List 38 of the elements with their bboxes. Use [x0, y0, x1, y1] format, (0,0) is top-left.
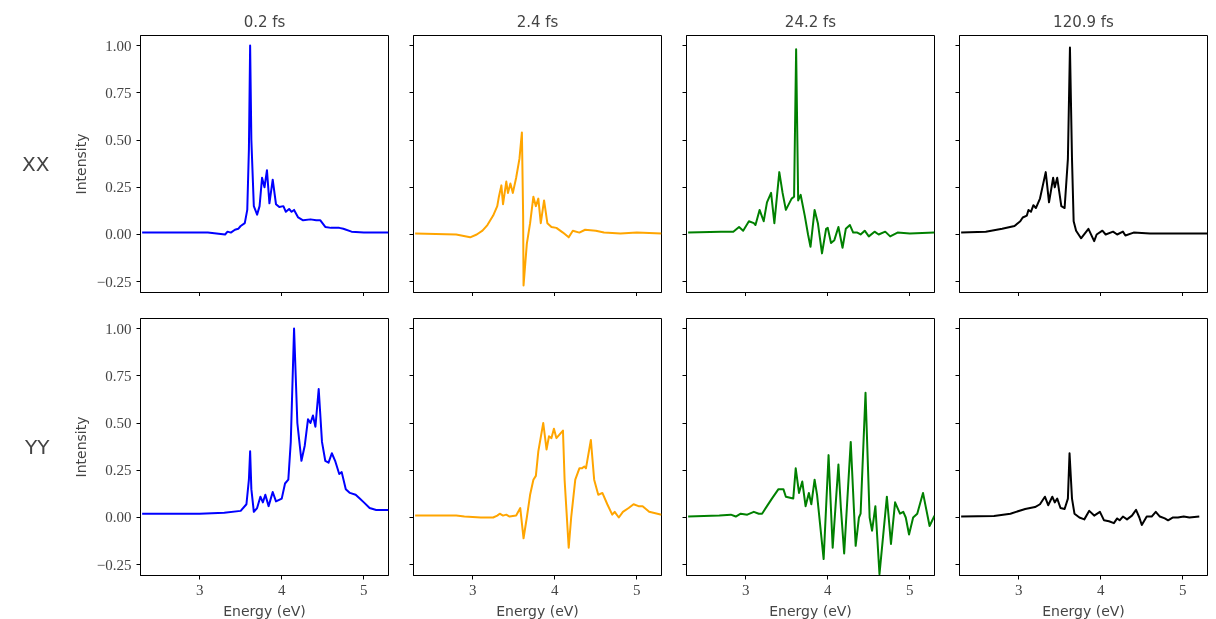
y-tick-label: 0.50	[105, 415, 132, 431]
x-axis-title: Energy (eV)	[496, 602, 579, 619]
x-tick-label: 3	[468, 581, 477, 598]
y-tick-label: 1.00	[105, 37, 132, 54]
chart-title: 24.2 fs	[784, 12, 837, 31]
text: YY	[24, 435, 51, 459]
y-tick-label: 0.75	[105, 367, 132, 384]
x-tick-label: 4	[278, 581, 286, 598]
y-tick-label: −0.25	[96, 556, 132, 573]
x-tick-label: 5	[1179, 581, 1187, 598]
x-tick-label: 5	[633, 581, 641, 598]
y-tick-label: 0.00	[105, 226, 132, 243]
x-tick-label: 4	[550, 581, 559, 598]
x-tick-label: 4	[1096, 581, 1105, 598]
x-axis-title: Energy (eV)	[769, 602, 852, 619]
line-series	[141, 327, 389, 515]
x-tick-label: 5	[906, 581, 914, 598]
x-tick-label: 3	[741, 581, 750, 598]
text: XX	[22, 152, 50, 176]
chart-title: 120.9 fs	[1053, 12, 1115, 31]
x-axis-title: Energy (eV)	[1042, 602, 1125, 619]
x-tick-label: 3	[195, 581, 204, 598]
y-tick-label: 0.25	[105, 462, 132, 479]
y-tick-label: 0.25	[105, 179, 132, 196]
x-axis-title: Energy (eV)	[223, 602, 306, 619]
y-tick-label: 0.75	[105, 84, 132, 101]
chart-title: 2.4 fs	[516, 12, 559, 31]
y-axis-title: Intensity	[72, 133, 89, 195]
y-tick-label: 0.50	[105, 132, 132, 148]
x-tick-label: 5	[360, 581, 368, 598]
chart-title: 0.2 fs	[243, 12, 286, 31]
line-series	[141, 44, 389, 236]
y-tick-label: 0.00	[105, 509, 132, 526]
y-tick-label: −0.25	[96, 273, 132, 290]
y-axis-title: Intensity	[72, 416, 89, 478]
x-tick-label: 4	[823, 581, 832, 598]
x-tick-label: 3	[1014, 581, 1023, 598]
y-tick-label: 1.00	[105, 320, 132, 337]
